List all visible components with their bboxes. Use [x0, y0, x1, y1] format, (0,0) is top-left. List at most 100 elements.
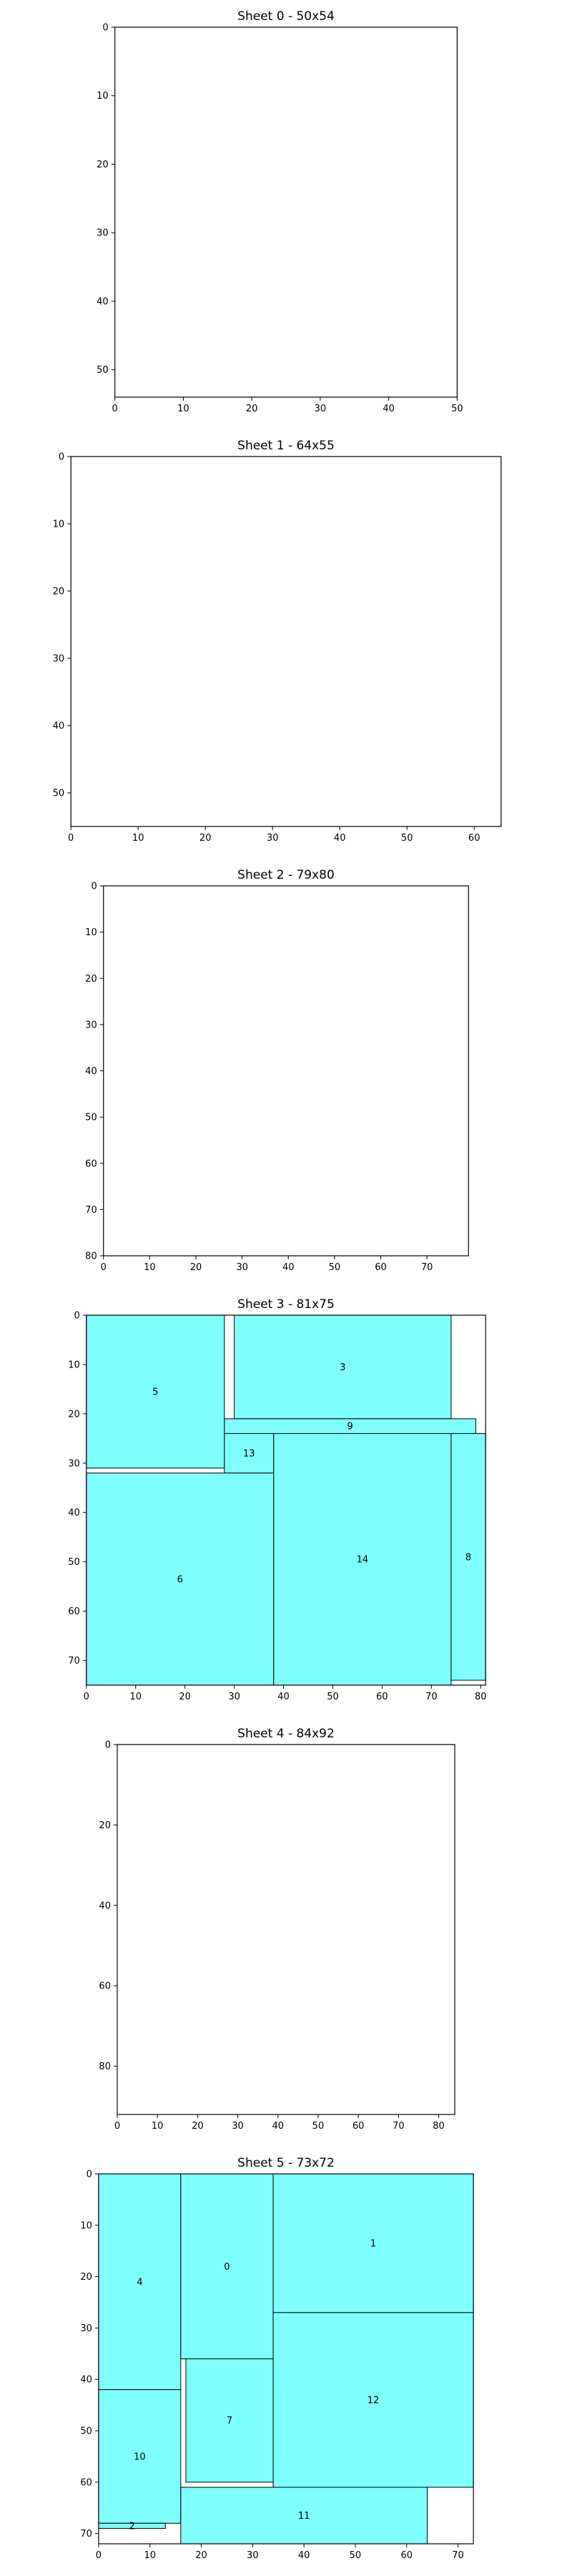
x-tick-label: 40: [272, 2121, 284, 2132]
y-tick-label: 70: [85, 1205, 97, 1216]
piece-1: [272, 2173, 474, 2313]
piece-13: [224, 1433, 275, 1474]
chart-title: Sheet 5 - 73x72: [237, 2156, 335, 2170]
piece-label-5: 5: [152, 1387, 158, 1397]
sheet-boundary: [117, 1744, 455, 2115]
x-tick-label: 10: [132, 833, 144, 844]
x-tick-label: 50: [401, 833, 413, 844]
sheet-panel-0: Sheet 0 - 50x54 0 10 20 30 40 50 0 10 20 30 40 50: [97, 9, 463, 414]
x-tick-label: 30: [228, 1692, 240, 1702]
piece-label-3: 3: [340, 1362, 345, 1373]
y-tick-label: 0: [91, 882, 97, 892]
piece-6: [86, 1473, 275, 1686]
chart-title: Sheet 2 - 79x80: [237, 868, 335, 882]
y-tick-label: 60: [80, 2477, 92, 2488]
x-tick-label: 40: [334, 833, 346, 844]
y-tick-label: 20: [68, 1409, 80, 1420]
y-tick-label: 60: [99, 1981, 111, 1992]
piece-label-13: 13: [243, 1449, 255, 1460]
x-tick-label: 50: [329, 1262, 341, 1273]
chart-title: Sheet 3 - 81x75: [237, 1297, 335, 1312]
piece-label-11: 11: [298, 2511, 310, 2522]
y-tick-label: 30: [68, 1458, 80, 1469]
y-tick-label: 10: [85, 927, 97, 938]
y-tick-label: 0: [74, 1311, 80, 1322]
x-tick-label: 0: [96, 2550, 102, 2561]
y-tick-label: 20: [80, 2272, 92, 2283]
x-tick-label: 40: [277, 1692, 290, 1702]
x-tick-label: 60: [468, 833, 480, 844]
sheet-boundary: [86, 1314, 486, 1686]
x-tick-label: 80: [475, 1692, 487, 1702]
x-tick-label: 40: [298, 2550, 310, 2561]
x-tick-label: 10: [144, 2550, 156, 2561]
y-tick-label: 20: [97, 160, 109, 170]
y-tick-label: 0: [87, 2170, 92, 2180]
x-tick-label: 50: [327, 1692, 339, 1702]
y-tick-label: 30: [80, 2323, 92, 2334]
x-tick-label: 70: [393, 2121, 405, 2132]
piece-label-8: 8: [465, 1552, 471, 1563]
x-tick-label: 20: [246, 404, 258, 414]
sheet-panel-4: Sheet 4 - 84x92 0 10 20 30 40 50 60 70 80 0 20 40 60 8…: [99, 1727, 455, 2132]
x-tick-label: 10: [129, 1692, 142, 1702]
y-tick-label: 60: [85, 1158, 97, 1169]
x-tick-label: 80: [433, 2121, 445, 2132]
y-tick-label: 10: [97, 91, 109, 102]
sheet-panel-1: Sheet 1 - 64x55 0 10 20 30 40 50 60 0 10 20 30 40 50: [53, 439, 502, 844]
x-tick-label: 50: [350, 2550, 362, 2561]
y-tick-label: 10: [80, 2220, 92, 2231]
y-tick-label: 50: [53, 789, 65, 799]
x-tick-label: 20: [190, 1262, 202, 1273]
sheet-boundary: [103, 885, 469, 1257]
x-tick-label: 50: [312, 2121, 325, 2132]
x-tick-label: 20: [195, 2550, 207, 2561]
y-tick-label: 10: [68, 1360, 80, 1370]
x-tick-label: 0: [68, 833, 74, 844]
y-tick-label: 50: [97, 365, 109, 376]
x-tick-label: 60: [400, 2550, 413, 2561]
y-tick-label: 60: [68, 1606, 80, 1617]
sheet-boundary: [98, 2173, 474, 2545]
x-tick-label: 20: [199, 833, 212, 844]
x-tick-label: 20: [179, 1692, 191, 1702]
piece-5: [86, 1314, 225, 1469]
y-tick-label: 70: [80, 2529, 92, 2540]
chart-title: Sheet 1 - 64x55: [237, 439, 335, 453]
x-tick-label: 30: [236, 1262, 248, 1273]
y-tick-label: 40: [85, 1066, 97, 1077]
y-tick-label: 40: [53, 721, 65, 732]
y-tick-label: 0: [105, 1740, 111, 1751]
x-tick-label: 60: [375, 1262, 387, 1273]
x-tick-label: 30: [232, 2121, 244, 2132]
x-tick-label: 40: [282, 1262, 295, 1273]
x-tick-label: 0: [112, 404, 118, 414]
chart-title: Sheet 0 - 50x54: [237, 9, 335, 24]
x-tick-label: 50: [451, 404, 463, 414]
piece-0: [180, 2173, 274, 2359]
chart-title: Sheet 4 - 84x92: [237, 1727, 335, 1741]
y-tick-label: 30: [97, 228, 109, 239]
x-tick-label: 60: [352, 2121, 365, 2132]
y-tick-label: 50: [85, 1113, 97, 1123]
piece-label-7: 7: [227, 2416, 232, 2426]
piece-label-10: 10: [134, 2451, 146, 2462]
x-tick-label: 0: [84, 1692, 89, 1702]
piece-14: [273, 1433, 452, 1686]
x-tick-label: 10: [177, 404, 189, 414]
y-tick-label: 50: [68, 1557, 80, 1568]
x-tick-label: 20: [192, 2121, 204, 2132]
x-tick-label: 70: [425, 1692, 438, 1702]
x-tick-label: 60: [376, 1692, 388, 1702]
piece-label-0: 0: [224, 2262, 230, 2273]
y-tick-label: 70: [68, 1656, 80, 1667]
y-tick-label: 0: [59, 452, 64, 463]
y-tick-label: 40: [99, 1901, 111, 1911]
y-tick-label: 40: [97, 296, 109, 307]
x-tick-label: 10: [152, 2121, 164, 2132]
y-tick-label: 0: [102, 23, 108, 34]
y-tick-label: 20: [99, 1820, 111, 1831]
x-tick-label: 30: [315, 404, 327, 414]
